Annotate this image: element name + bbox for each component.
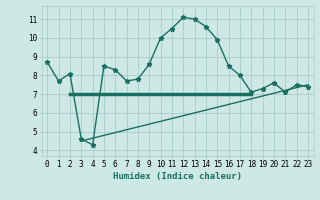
X-axis label: Humidex (Indice chaleur): Humidex (Indice chaleur) bbox=[113, 172, 242, 181]
